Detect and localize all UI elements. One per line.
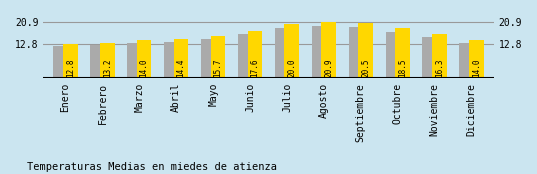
Bar (211, 36, 225, 78)
Bar (275, 28, 289, 78)
Text: 14.4: 14.4 (177, 59, 185, 77)
Bar (349, 27, 363, 78)
Bar (63, 44, 78, 78)
Bar (321, 22, 336, 78)
Text: 17.6: 17.6 (250, 59, 259, 77)
Bar (90, 45, 105, 78)
Text: 20.9: 20.9 (324, 59, 333, 77)
Bar (459, 43, 474, 78)
Bar (100, 43, 114, 78)
Bar (174, 39, 188, 78)
Bar (127, 43, 142, 78)
Text: 20.5: 20.5 (361, 59, 370, 77)
Bar (386, 32, 400, 78)
Text: 14.0: 14.0 (140, 59, 149, 77)
Bar (358, 23, 373, 78)
Bar (469, 41, 484, 78)
Bar (137, 41, 151, 78)
Bar (201, 39, 216, 78)
Bar (423, 37, 437, 78)
Bar (164, 42, 179, 78)
Bar (285, 24, 299, 78)
Text: 13.2: 13.2 (103, 59, 112, 77)
Bar (312, 26, 326, 78)
Text: 16.3: 16.3 (435, 59, 444, 77)
Bar (238, 34, 252, 78)
Bar (53, 46, 68, 78)
Bar (248, 31, 262, 78)
Text: 20.0: 20.0 (287, 59, 296, 77)
Text: Temperaturas Medias en miedes de atienza: Temperaturas Medias en miedes de atienza (27, 162, 277, 172)
Text: 14.0: 14.0 (472, 59, 481, 77)
Bar (395, 28, 410, 78)
Text: 15.7: 15.7 (213, 59, 222, 77)
Text: 12.8: 12.8 (66, 59, 75, 77)
Bar (432, 34, 447, 78)
Text: 18.5: 18.5 (398, 59, 407, 77)
